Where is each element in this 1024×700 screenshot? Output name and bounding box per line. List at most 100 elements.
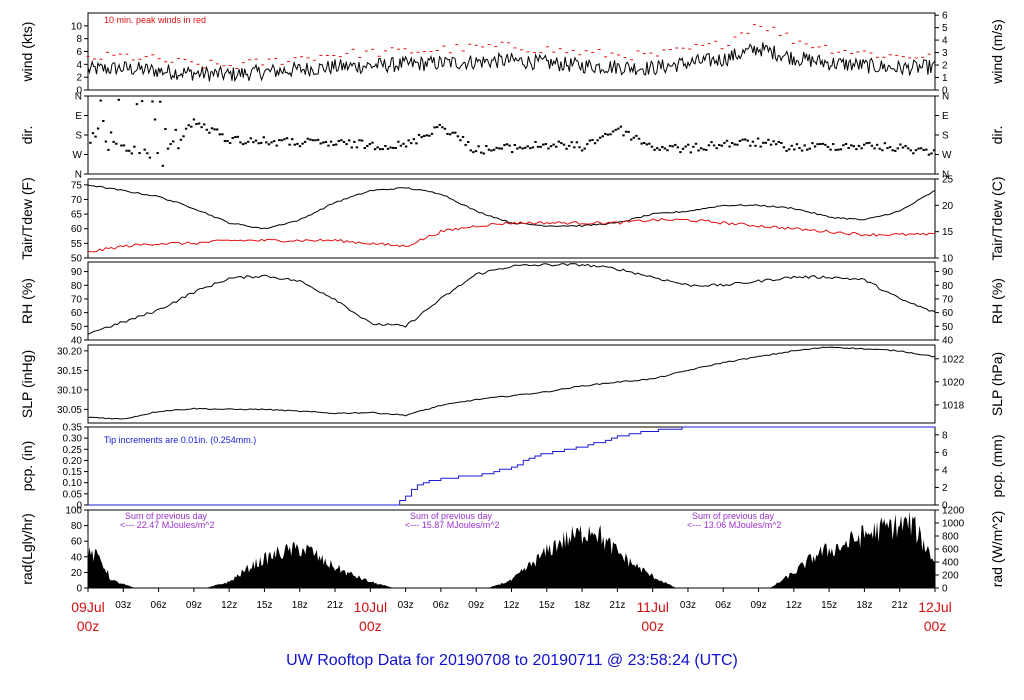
y-tick-label-right: 8 [942,430,948,441]
x-tick-label: 09z [468,600,484,611]
day-label-time: 00z [359,618,382,634]
x-tick-label: 21z [892,600,908,611]
y-tick-label-right: 40 [942,336,954,347]
y-tick-label-right: 4 [942,36,948,47]
y-tick-label-left: 100 [65,506,82,517]
y-tick-label-right: 6 [942,11,948,22]
peak-wind-note: 10 min. peak winds in red [104,15,206,25]
air-temp-series-line [87,184,936,230]
y-tick-label-left: 4 [76,60,82,71]
day-label-time: 00z [924,618,947,634]
y-tick-label-left: 30.15 [57,366,82,377]
peak-wind-series [86,24,931,69]
daily-sum-label: Sum of previous day [692,511,775,521]
y-tick-label-right: 20 [942,201,954,212]
y-tick-label-left: 90 [71,267,83,278]
x-tick-label: 21z [609,600,625,611]
panel-frame [87,426,936,506]
panel-frame [87,178,936,259]
daily-sum-label: Sum of previous day [410,511,493,521]
y-tick-label-right: 25 [942,175,954,186]
direction-series [89,98,936,167]
y-tick-label-left: 70 [71,195,83,206]
y-tick-label-left: N [75,170,82,181]
x-tick-label: 06z [433,600,449,611]
y-axis-label-right: rad (W/m^2) [989,511,1005,588]
y-tick-label-left: 0 [76,86,82,97]
y-tick-label-left: W [73,150,83,161]
y-axis-label-right: dir. [989,126,1005,145]
y-tick-label-left: 40 [71,336,83,347]
y-tick-label-right: 1 [942,73,948,84]
x-tick-label: 09z [750,600,766,611]
y-tick-label-right: 1200 [942,506,965,517]
y-tick-label-right: 60 [942,308,954,319]
y-tick-label-left: S [75,131,82,142]
y-tick-label-left: N [75,92,82,103]
y-tick-label-right: 600 [942,545,959,556]
y-axis-label-right: RH (%) [989,278,1005,324]
y-tick-label-left: 55 [71,239,83,250]
y-tick-label-right: 3 [942,48,948,59]
y-tick-label-left: 75 [71,180,83,191]
x-tick-label: 03z [115,600,131,611]
y-tick-label-left: 2 [76,73,82,84]
y-tick-label-right: 1000 [942,519,965,530]
day-label-date: 11Jul [636,599,668,615]
panel-temperature: Tair/Tdew (F) Tair/Tdew (C) 50 55 60 65 70 75 10… [19,175,1005,265]
y-tick-label-right: E [942,111,949,122]
y-tick-label-right: N [942,92,949,103]
dewpoint-series-line [87,217,936,253]
panel-radiation: rad(Lgly/hr) rad (W/m^2)02040608010002004… [19,506,1005,595]
y-tick-label-right: 1022 [942,354,965,365]
x-tick-label: 06z [151,600,167,611]
y-tick-label-left: 80 [71,281,83,292]
y-tick-label-right: 90 [942,267,954,278]
daily-sum-label: Sum of previous day [125,511,208,521]
x-tick-label: 18z [574,600,590,611]
y-tick-label-left: 0.30 [63,434,83,445]
wind-series-line [87,42,936,83]
day-label-time: 00z [641,618,664,634]
y-tick-label-left: 0.05 [63,489,83,500]
y-tick-label-right: 1018 [942,400,965,411]
y-tick-label-right: 2 [942,61,948,72]
y-axis-label-right: wind (m/s) [989,19,1005,85]
y-tick-label-left: 60 [71,308,83,319]
x-tick-label: 15z [539,600,555,611]
y-tick-label-left: 10 [71,21,83,32]
y-tick-label-right: 70 [942,294,954,305]
y-axis-label-right: Tair/Tdew (C) [989,176,1005,260]
y-tick-label-left: 0.20 [63,456,83,467]
y-tick-label-right: 1020 [942,377,965,388]
panel-precipitation: pcp. (in) pcp. (mm)00.050.100.150.200.250… [19,423,1005,512]
y-tick-label-left: 6 [76,47,82,58]
y-tick-label-left: 50 [71,254,83,265]
y-tick-label-left: 8 [76,34,82,45]
panel-relative_humidity: RH (%) RH (%) 40 50 60 70 80 90 40 50 60 70 80 90 [19,261,1005,347]
x-tick-label: 18z [292,600,308,611]
y-tick-label-left: 0 [76,501,82,512]
y-tick-label-right: 6 [942,448,948,459]
y-tick-label-left: 30.20 [57,346,82,357]
panel-frame [87,12,936,91]
y-tick-label-right: 0 [942,501,948,512]
day-label-date: 09Jul [71,599,104,615]
y-tick-label-right: 5 [942,23,948,34]
time-axis: 03z 06z 09z 12z 15z 18z 21z 03z 06z 09z 12z 15z 18z 2… [71,588,952,634]
x-tick-label: 18z [856,600,872,611]
y-tick-label-right: 10 [942,254,954,265]
x-tick-label: 03z [680,600,696,611]
y-tick-label-left: E [75,111,82,122]
y-tick-label-left: 50 [71,322,83,333]
x-tick-label: 03z [398,600,414,611]
y-tick-label-left: 30.05 [57,405,82,416]
y-tick-label-left: 65 [71,210,83,221]
y-tick-label-right: 200 [942,571,959,582]
slp-series-line [87,346,936,420]
y-tick-label-right: 0 [942,86,948,97]
y-axis-label-left: RH (%) [19,278,35,324]
